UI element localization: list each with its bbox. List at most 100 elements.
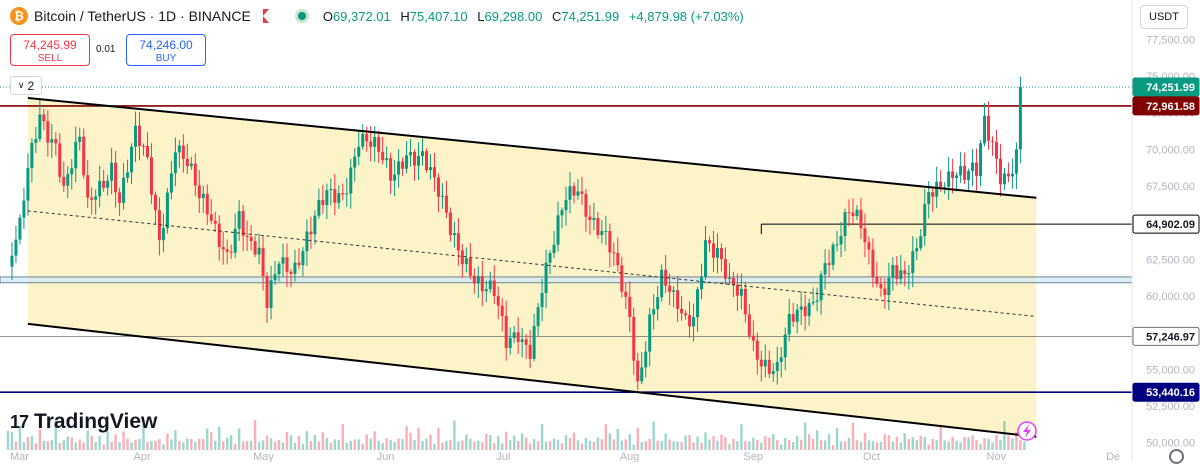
candle-body xyxy=(500,305,504,317)
candle-body xyxy=(325,190,329,206)
candle-body xyxy=(680,308,684,314)
volume-bar xyxy=(859,441,863,450)
change-value: +4,879.98 (+7.03%) xyxy=(628,8,744,24)
volume-bar xyxy=(469,438,472,450)
candle-body xyxy=(919,236,923,249)
candle-body xyxy=(62,176,66,186)
volume-bar xyxy=(616,428,620,450)
volume-bar xyxy=(186,438,189,450)
volume-bar xyxy=(190,439,193,450)
candle-body xyxy=(835,244,839,246)
lightning-icon xyxy=(1023,424,1031,438)
volume-bar xyxy=(225,437,229,450)
candle-body xyxy=(891,265,895,278)
volume-bar xyxy=(971,435,974,450)
candle-body xyxy=(743,288,747,315)
indicators-toggle[interactable]: ∨ 2 xyxy=(10,76,42,95)
candle-body xyxy=(492,280,496,297)
volume-bar xyxy=(489,435,492,450)
volume-bar xyxy=(1003,420,1006,450)
candle-body xyxy=(871,249,875,277)
symbol-title[interactable]: Bitcoin / TetherUS · 1D · BINANCE xyxy=(34,8,251,24)
volume-bar xyxy=(170,439,173,450)
candle-body xyxy=(644,351,648,368)
tradingview-logo[interactable]: 17 TradingView xyxy=(10,410,157,434)
candle-body xyxy=(994,141,998,159)
candle-body xyxy=(660,269,664,298)
close-value: 74,251.99 xyxy=(561,8,620,24)
candle-body xyxy=(321,199,325,206)
buy-button[interactable]: 74,246.00 BUY xyxy=(126,34,206,66)
candle-body xyxy=(221,246,225,250)
volume-bar xyxy=(449,439,452,450)
volume-bar xyxy=(74,442,77,450)
candle-body xyxy=(640,367,644,382)
candle-body xyxy=(624,291,628,297)
volume-bar xyxy=(214,440,217,450)
volume-bar xyxy=(999,440,1002,450)
candle-body xyxy=(628,296,632,318)
candle-body xyxy=(572,186,576,196)
candle-body xyxy=(815,300,819,302)
candle-body xyxy=(879,283,883,289)
volume-bar xyxy=(847,437,851,450)
volume-bar xyxy=(18,425,22,450)
volume-bar xyxy=(756,440,759,450)
candle-body xyxy=(739,288,743,296)
volume-bar xyxy=(843,441,847,450)
volume-bar xyxy=(501,443,504,450)
volume-bar xyxy=(393,442,396,450)
volume-bar xyxy=(30,435,34,450)
volume-bar xyxy=(313,434,317,450)
volume-bar xyxy=(636,428,639,450)
volume-bar xyxy=(361,443,364,450)
price-badge xyxy=(1132,77,1200,97)
volume-bar xyxy=(369,438,372,450)
candle-body xyxy=(508,337,512,348)
volume-bar xyxy=(580,443,584,450)
candle-body xyxy=(990,140,994,142)
sell-button[interactable]: 74,245.99 SELL xyxy=(10,34,90,66)
volume-bar xyxy=(911,437,914,450)
volume-bar xyxy=(640,442,643,450)
candle-body xyxy=(102,180,106,188)
volume-bar xyxy=(799,439,803,450)
candle-body xyxy=(951,171,955,178)
volume-bar xyxy=(58,442,61,450)
candle-body xyxy=(496,296,500,306)
volume-bar xyxy=(389,440,392,450)
volume-bar xyxy=(831,445,835,450)
candle-body xyxy=(297,262,301,266)
volume-bar xyxy=(82,442,85,450)
candle-body xyxy=(58,143,62,177)
volume-bar xyxy=(684,435,687,450)
volume-bar xyxy=(524,437,528,450)
candle-body xyxy=(887,277,891,296)
volume-bar xyxy=(198,438,201,450)
volume-bar xyxy=(277,439,281,450)
volume-bar xyxy=(6,430,10,450)
volume-bar xyxy=(584,438,588,450)
candle-body xyxy=(281,257,285,264)
volume-bar xyxy=(1019,440,1022,450)
volume-bar xyxy=(540,424,544,450)
candle-body xyxy=(676,290,680,309)
candle-body xyxy=(161,228,165,241)
price-badge-label: 57,246.97 xyxy=(1146,331,1195,343)
volume-bar xyxy=(600,439,604,450)
candle-body xyxy=(417,155,421,166)
volume-bar xyxy=(98,436,101,450)
volume-bar xyxy=(975,440,978,450)
candle-body xyxy=(257,247,261,255)
currency-selector[interactable]: USDT xyxy=(1140,5,1188,29)
volume-bar xyxy=(644,441,647,450)
candle-body xyxy=(704,240,708,278)
candle-body xyxy=(289,271,293,274)
volume-bar xyxy=(676,441,679,450)
volume-bar xyxy=(325,438,329,450)
candle-body xyxy=(82,136,86,176)
flag-icon[interactable] xyxy=(262,9,269,23)
volume-bar xyxy=(1011,438,1014,450)
